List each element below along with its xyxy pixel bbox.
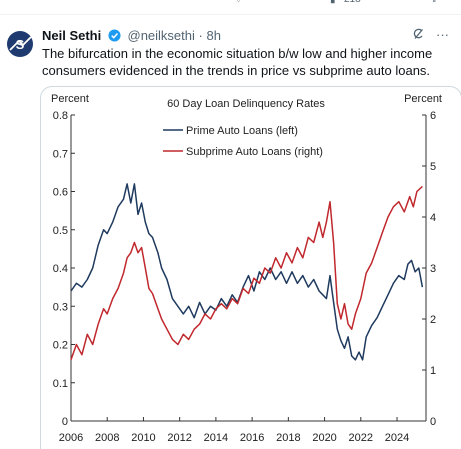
x-tick-label: 2024 [385, 432, 409, 444]
legend-label: Prime Auto Loans (left) [186, 125, 298, 137]
chart-title: 60 Day Loan Delinquency Rates [167, 98, 325, 110]
y-left-tick-label: 0.5 [53, 225, 68, 237]
prime-auto-loans-series-line [70, 183, 424, 361]
author-handle[interactable]: @neilksethi [127, 28, 195, 43]
x-tick-label: 2006 [59, 432, 83, 444]
y-right-tick-label: 2 [430, 314, 436, 326]
y-right-tick-label: 4 [430, 212, 436, 224]
post-media-chart[interactable]: 60 Day Loan Delinquency Rates Percent Pe… [40, 86, 461, 449]
post-header: Neil Sethi @neilksethi · 8h ··· [42, 27, 453, 46]
subprime-auto-loans-series-line [70, 185, 423, 361]
verified-badge-icon [108, 29, 121, 45]
reply-icon[interactable]: ⌒ [136, 0, 146, 9]
post-text: The bifurcation in the economic situatio… [42, 46, 433, 78]
y-right-tick-label: 5 [430, 161, 436, 173]
svg-text:S: S [16, 37, 25, 52]
previous-post-action-bar: ⌒ ♡ ▮ 218 ⇪ [0, 0, 461, 15]
y-right-tick-label: 1 [430, 365, 436, 377]
y-left-tick-label: 0.1 [53, 378, 68, 390]
post-time[interactable]: 8h [206, 28, 221, 43]
x-tick-label: 2022 [349, 432, 373, 444]
author-avatar[interactable]: S [6, 30, 34, 58]
y-left-tick-label: 0.2 [53, 340, 68, 352]
delinquency-chart: 60 Day Loan Delinquency Rates Percent Pe… [51, 93, 442, 444]
x-tick-label: 2016 [240, 432, 264, 444]
x-tick-label: 2018 [276, 432, 300, 444]
separator-dot: · [198, 28, 203, 43]
y-left-axis-label: Percent [51, 93, 89, 105]
y-left-tick-label: 0.3 [53, 301, 68, 313]
x-tick-label: 2020 [312, 432, 336, 444]
y-right-axis-label: Percent [404, 93, 442, 105]
views-icon[interactable]: ▮ [330, 0, 336, 5]
legend-label: Subprime Auto Loans (right) [186, 146, 323, 158]
share-icon[interactable]: ⇪ [430, 0, 438, 5]
y-left-tick-label: 0.7 [53, 148, 68, 160]
x-tick-label: 2014 [204, 432, 228, 444]
y-left-tick-label: 0.6 [53, 187, 68, 199]
views-count: 218 [344, 0, 361, 5]
y-left-tick-label: 0.8 [53, 110, 68, 122]
x-tick-label: 2012 [167, 432, 191, 444]
like-icon[interactable]: ♡ [234, 0, 243, 5]
grok-icon[interactable] [412, 27, 428, 42]
x-tick-label: 2010 [131, 432, 155, 444]
y-left-tick-label: 0 [62, 416, 68, 428]
x-tick-label: 2008 [95, 432, 119, 444]
more-icon[interactable]: ··· [436, 27, 449, 42]
y-right-tick-label: 3 [430, 263, 436, 275]
y-right-tick-label: 6 [430, 110, 436, 122]
y-right-tick-label: 0 [430, 416, 436, 428]
author-name[interactable]: Neil Sethi [42, 28, 102, 43]
y-left-tick-label: 0.4 [53, 263, 68, 275]
